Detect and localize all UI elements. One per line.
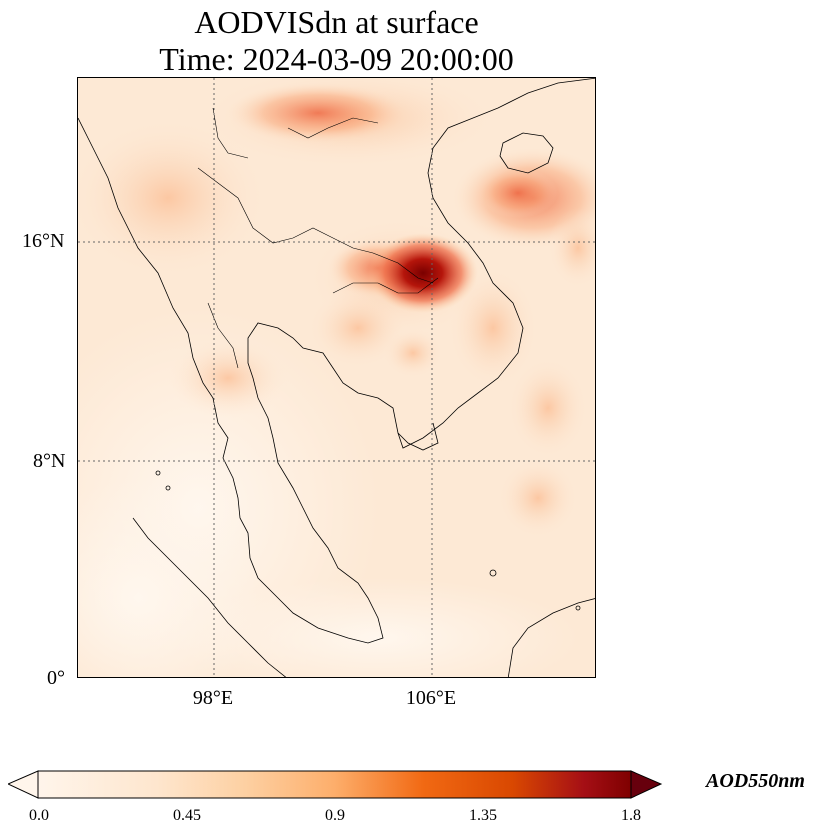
lat-label-16n: 16°N [22, 230, 65, 252]
lat-label-8n: 8°N [33, 450, 66, 472]
gridlines [78, 78, 595, 677]
colorbar-tick-3: 1.35 [469, 807, 497, 824]
colorbar-gradient [37, 770, 632, 799]
aod-field [78, 78, 595, 677]
colorbar-label: AOD550nm [706, 770, 805, 792]
map-subtitle-time: Time: 2024-03-09 20:00:00 [159, 41, 514, 77]
aod-map-canvas [78, 78, 595, 677]
colorbar-tick-1: 0.45 [173, 807, 201, 824]
colorbar-max-extend [630, 770, 663, 799]
lat-label-0: 0° [47, 667, 65, 689]
colorbar [8, 770, 663, 799]
map-title: AODVISdn at surface [194, 4, 479, 40]
lon-label-106e: 106°E [405, 687, 457, 709]
colorbar-min-extend [8, 770, 39, 799]
colorbar-tick-2: 0.9 [325, 807, 345, 824]
colorbar-tick-0: 0.0 [29, 807, 49, 824]
colorbar-tick-4: 1.8 [621, 807, 641, 824]
coastlines [78, 78, 595, 677]
lon-label-98e: 98°E [192, 687, 234, 709]
aod-map [77, 77, 596, 678]
